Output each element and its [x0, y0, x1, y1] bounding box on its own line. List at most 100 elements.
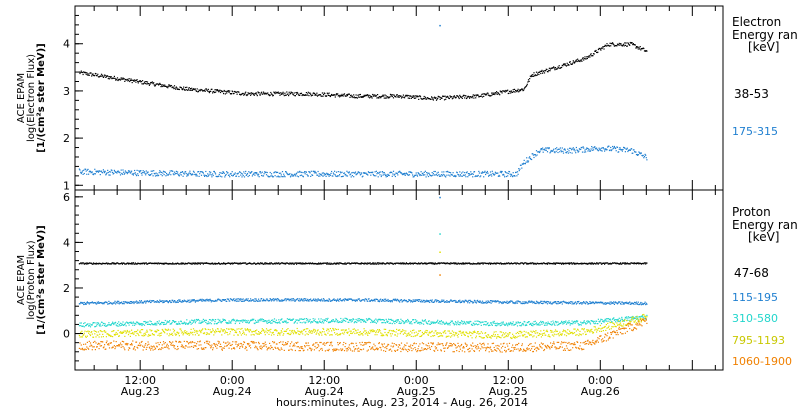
data-point — [335, 175, 337, 177]
data-point — [284, 176, 286, 178]
data-point — [131, 79, 133, 81]
data-point — [517, 88, 519, 90]
data-point — [271, 93, 273, 96]
data-point — [205, 170, 207, 173]
data-point — [564, 148, 566, 150]
data-point — [115, 321, 117, 323]
data-point — [606, 149, 608, 151]
data-point — [548, 69, 550, 71]
data-point — [501, 170, 503, 173]
data-point — [506, 300, 508, 302]
data-point — [138, 334, 140, 337]
data-point — [532, 263, 534, 265]
data-point — [274, 321, 276, 323]
data-point — [325, 318, 327, 320]
data-point — [285, 94, 287, 96]
data-point — [624, 263, 626, 265]
data-point — [583, 151, 585, 153]
data-point — [126, 171, 128, 173]
data-point — [383, 320, 385, 322]
data-point — [316, 92, 318, 94]
data-point — [265, 320, 267, 322]
data-point — [96, 325, 98, 327]
data-point — [497, 175, 499, 177]
data-point — [405, 263, 407, 265]
data-point — [523, 88, 525, 90]
data-point — [104, 170, 106, 172]
data-point — [643, 302, 646, 305]
data-point — [129, 80, 131, 83]
data-point — [441, 171, 443, 173]
data-point — [563, 63, 565, 65]
data-point — [224, 299, 226, 301]
data-point — [350, 173, 352, 175]
data-point — [464, 321, 466, 324]
data-point — [123, 301, 125, 303]
data-point — [615, 147, 617, 150]
data-point — [406, 173, 408, 175]
data-point — [264, 262, 266, 264]
data-point — [267, 92, 269, 94]
data-point — [237, 300, 239, 302]
data-point — [484, 321, 486, 323]
data-point — [210, 301, 212, 303]
data-point — [256, 263, 258, 265]
data-point — [108, 174, 110, 176]
data-point — [254, 174, 256, 176]
data-point — [286, 91, 288, 93]
data-point — [87, 73, 89, 75]
data-point — [83, 172, 85, 175]
data-point — [531, 262, 533, 264]
data-point — [410, 95, 412, 97]
data-point — [239, 171, 241, 173]
data-point — [637, 262, 639, 264]
data-point — [592, 263, 595, 265]
data-point — [341, 320, 343, 322]
data-point — [303, 172, 305, 174]
data-point — [597, 301, 599, 303]
data-point — [377, 299, 379, 301]
data-point — [502, 90, 504, 92]
data-point — [524, 86, 526, 88]
data-point — [569, 61, 571, 63]
data-point — [605, 303, 607, 305]
data-point — [400, 318, 402, 320]
data-point — [400, 97, 403, 99]
data-point — [376, 173, 378, 175]
data-point — [262, 320, 264, 322]
data-point — [164, 319, 166, 322]
data-point — [123, 324, 125, 326]
data-point — [85, 302, 87, 304]
data-point — [166, 320, 168, 322]
data-point — [317, 322, 319, 324]
data-point — [572, 60, 574, 62]
data-point — [496, 300, 498, 303]
data-point — [81, 171, 83, 173]
data-point — [379, 262, 381, 264]
data-point — [505, 302, 507, 304]
data-point — [518, 168, 520, 170]
data-point — [185, 171, 187, 173]
data-point — [80, 322, 82, 324]
data-point — [527, 161, 529, 163]
data-point — [618, 317, 620, 319]
data-point — [112, 321, 114, 323]
data-point — [591, 55, 593, 57]
data-point — [475, 323, 477, 325]
data-point — [409, 299, 411, 301]
x-tick-time-label: 12:00 — [308, 374, 340, 387]
data-point — [132, 301, 134, 303]
data-point — [309, 172, 311, 174]
data-point — [270, 262, 273, 264]
data-point — [556, 262, 558, 264]
data-point — [261, 298, 263, 300]
data-point — [215, 89, 217, 91]
data-point — [115, 78, 117, 80]
data-point — [99, 174, 101, 176]
data-point — [525, 301, 527, 303]
data-point — [508, 171, 511, 173]
data-point — [499, 94, 501, 96]
data-point — [140, 332, 142, 334]
data-point — [153, 84, 155, 86]
data-point — [147, 321, 149, 323]
